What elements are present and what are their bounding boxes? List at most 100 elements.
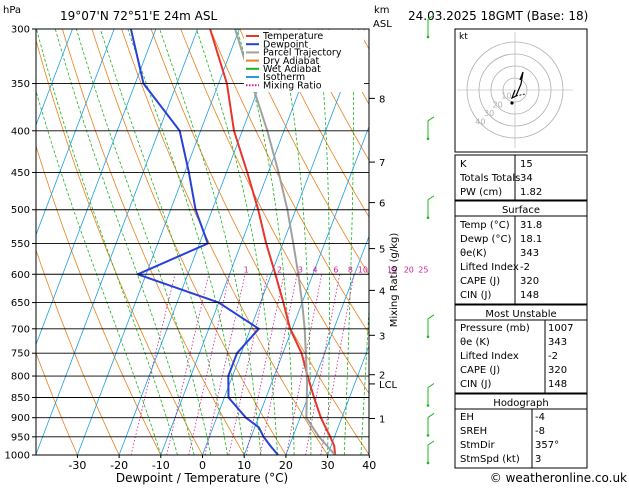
pressure-tick-label: 300 [11,25,30,36]
height-tick-label: 4 [379,286,385,297]
pressure-tick-labels: 300 350 400 450 500 550 600 650 700 750 800 850 900 9… [5,25,36,462]
pressure-tick-label: 350 [11,79,30,90]
surface-table: Surface Temp (°C) 31.8 Dewp (°C) 18.1 θe… [454,200,588,305]
isotherm-line [36,29,157,346]
mu-theta-value: 343 [548,337,567,348]
mu-li-value: -2 [548,351,558,362]
wind-barb [426,314,435,339]
pressure-unit-label: hPa [3,5,21,16]
indices-table: K 15 Totals Totals 34 PW (cm) 1.82 [454,154,588,201]
dry-adiabat-line [239,29,369,276]
mixing-ratio-label: 1 [244,265,249,274]
height-tick-label: LCL [379,380,398,391]
mu-pres-label: Pressure (mb) [460,323,530,334]
pressure-tick-label: 1000 [5,451,30,462]
pressure-tick-label: 600 [11,270,30,281]
pressure-tick-label: 900 [11,413,30,424]
surface-dewp-label: Dewp (°C) [460,234,511,245]
pressure-tick-label: 850 [11,393,30,404]
mixing-ratio-label: 10 [358,265,368,274]
isotherm-line [36,29,198,455]
hodograph-storm-dot [510,101,514,105]
dry-adiabat-line [269,29,369,218]
hodo-sreh-value: -8 [535,426,545,437]
mixing-ratio-line [305,274,341,455]
height-tick-label: 6 [379,199,385,210]
hodograph-frame [454,28,588,153]
surface-cin-value: 148 [520,290,539,301]
mixing-ratio-line [286,274,323,455]
surface-li-label: Lifted Index [460,262,519,273]
legend-label: Parcel Trajectory [263,48,342,59]
mu-cape-label: CAPE (J) [460,365,500,376]
hodo-stmdir-value: 357° [535,440,559,451]
hodo-stmspd-label: StmSpd (kt) [460,454,520,465]
surface-title: Surface [502,205,540,216]
wind-barb [426,14,435,39]
hodo-stmspd-value: 3 [535,454,541,465]
wind-barb-dot [426,404,430,407]
legend-label: Mixing Ratio [263,80,322,91]
wet-adiabat-line [159,29,262,455]
pressure-tick-label: 550 [11,239,30,250]
hodograph-ring-label: 30 [484,109,494,118]
temperature-tick-label: 10 [237,459,251,472]
temperature-tick-label: 40 [362,459,376,472]
series-line-parcel-trajectory [234,29,336,455]
isotherm-line [160,29,324,455]
tt-value: 34 [520,173,533,184]
surface-theta-value: 343 [520,248,539,259]
isotherm-line [285,235,369,455]
hodograph-ring-label: 20 [493,100,503,109]
surface-cin-label: CIN (J) [460,290,491,301]
wind-barb [426,195,435,220]
mu-li-label: Lifted Index [460,351,519,362]
height-unit-km: km [374,5,390,16]
mixing-ratio-line [320,274,355,455]
wind-barb [426,116,435,141]
pw-value: 1.82 [520,187,542,198]
pressure-tick-label: 450 [11,168,30,179]
wind-barb-flag [427,14,435,20]
wind-barb-dot [426,461,430,465]
temperature-tick-label: -10 [152,459,170,472]
surface-cape-label: CAPE (J) [460,276,500,287]
mixing-ratio-label: 25 [418,265,428,274]
isotherm-line [77,29,240,455]
mixing-ratio-labels: 1 2 3 4 6 8 10 15 20 25 [244,265,429,274]
height-tick-label: 5 [379,245,385,256]
hodograph-ring-label: 40 [475,118,485,127]
copyright: © weatheronline.co.uk [490,471,627,485]
height-tick-label: 8 [379,94,385,105]
wind-barb-flag [427,116,435,122]
isotherm-line [118,29,282,455]
isotherm-line [36,29,73,127]
dry-adiabat-line [36,351,78,455]
mu-theta-label: θe (K) [460,337,490,348]
mixing-ratio-label: 4 [312,265,317,274]
wind-barb [426,383,435,407]
wind-barb [426,412,435,437]
legend-label: Wet Adiabat [263,64,321,75]
pressure-tick-label: 800 [11,372,30,383]
timestamp-title: 24.03.2025 18GMT (Base: 18) [408,9,588,23]
height-tick-label: 7 [379,158,385,169]
mixing-ratio-axis-label: Mixing Ratio (g/kg) [389,233,400,328]
temperature-tick-label: 30 [321,459,335,472]
temperature-tick-label: -20 [110,459,128,472]
most-unstable-table: Most Unstable Pressure (mb) 1007 θe (K) … [454,304,588,394]
mu-title: Most Unstable [485,309,556,320]
wind-barb-dot [426,137,430,141]
mixing-ratio-label: 2 [277,265,282,274]
temperature-tick-labels: -30 -20 -10 0 10 20 30 40 [68,455,376,472]
mixing-ratio-label: 20 [404,265,414,274]
legend-label: Dry Adiabat [263,56,320,67]
legend-label: Dewpoint [263,39,308,50]
isotherm-line [243,125,369,455]
wind-barb-dot [426,35,430,39]
k-value: 15 [520,159,533,170]
temperature-tick-label: 0 [199,459,206,472]
